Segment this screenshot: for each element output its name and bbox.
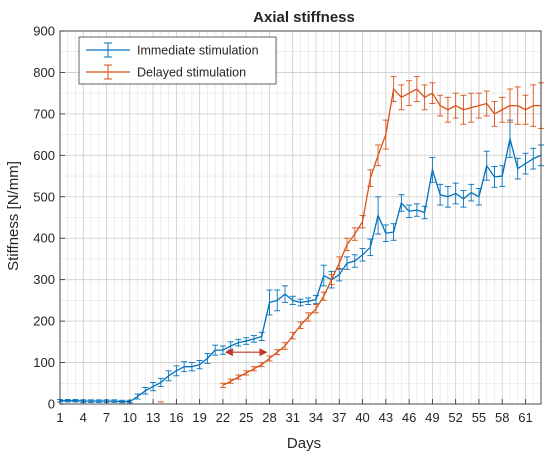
- x-tick-label: 37: [332, 410, 346, 425]
- legend-entry-immediate: Immediate stimulation: [86, 42, 259, 58]
- y-tick-label: 100: [33, 355, 55, 370]
- x-tick-label: 25: [239, 410, 253, 425]
- annotation-layer: [157, 348, 268, 403]
- x-tick-label: 28: [262, 410, 276, 425]
- y-tick-label: 300: [33, 272, 55, 287]
- y-axis-title: Stiffness [N/mm]: [5, 161, 22, 271]
- x-tick-label: 19: [192, 410, 206, 425]
- legend: Immediate stimulation Delayed stimulatio…: [78, 36, 277, 85]
- series-delayed: [219, 76, 544, 388]
- series-line: [60, 138, 542, 403]
- x-axis-ticks: 1 4 7 10 13 16 19 22 25 28 31 34 37 40 43 46 49 52 55 58 61: [56, 399, 533, 425]
- y-tick-label: 500: [33, 189, 55, 204]
- legend-box: [78, 36, 277, 85]
- x-tick-label: 7: [103, 410, 110, 425]
- legend-label-delayed: Delayed stimulation: [137, 66, 246, 80]
- y-tick-label: 900: [33, 24, 55, 39]
- x-tick-label: 55: [472, 410, 486, 425]
- x-axis-title: Days: [287, 435, 321, 452]
- x-tick-label: 16: [169, 410, 183, 425]
- x-tick-label: 40: [355, 410, 369, 425]
- y-tick-label: 700: [33, 106, 55, 121]
- x-tick-label: 13: [146, 410, 160, 425]
- chart-title: Axial stiffness: [253, 9, 355, 26]
- x-tick-label: 10: [123, 410, 137, 425]
- x-tick-label: 31: [286, 410, 300, 425]
- series-line: [222, 88, 541, 386]
- x-tick-label: 43: [379, 410, 393, 425]
- x-tick-label: 34: [309, 410, 323, 425]
- x-tick-label: 58: [495, 410, 509, 425]
- legend-label-immediate: Immediate stimulation: [137, 44, 259, 58]
- plot-frame: [59, 30, 542, 405]
- y-tick-label: 0: [48, 397, 55, 412]
- x-tick-label: 49: [425, 410, 439, 425]
- x-tick-label: 61: [518, 410, 532, 425]
- y-tick-label: 800: [33, 65, 55, 80]
- x-tick-label: 52: [448, 410, 462, 425]
- x-tick-label: 46: [402, 410, 416, 425]
- legend-entry-delayed: Delayed stimulation: [86, 64, 246, 80]
- x-tick-label: 4: [80, 410, 87, 425]
- y-tick-label: 600: [33, 148, 55, 163]
- x-tick-label: 1: [56, 410, 63, 425]
- x-tick-label: 22: [216, 410, 230, 425]
- y-tick-label: 400: [33, 231, 55, 246]
- y-axis-ticks: 0 100 200 300 400 500 600 700 800 900: [33, 24, 65, 412]
- y-tick-label: 200: [33, 314, 55, 329]
